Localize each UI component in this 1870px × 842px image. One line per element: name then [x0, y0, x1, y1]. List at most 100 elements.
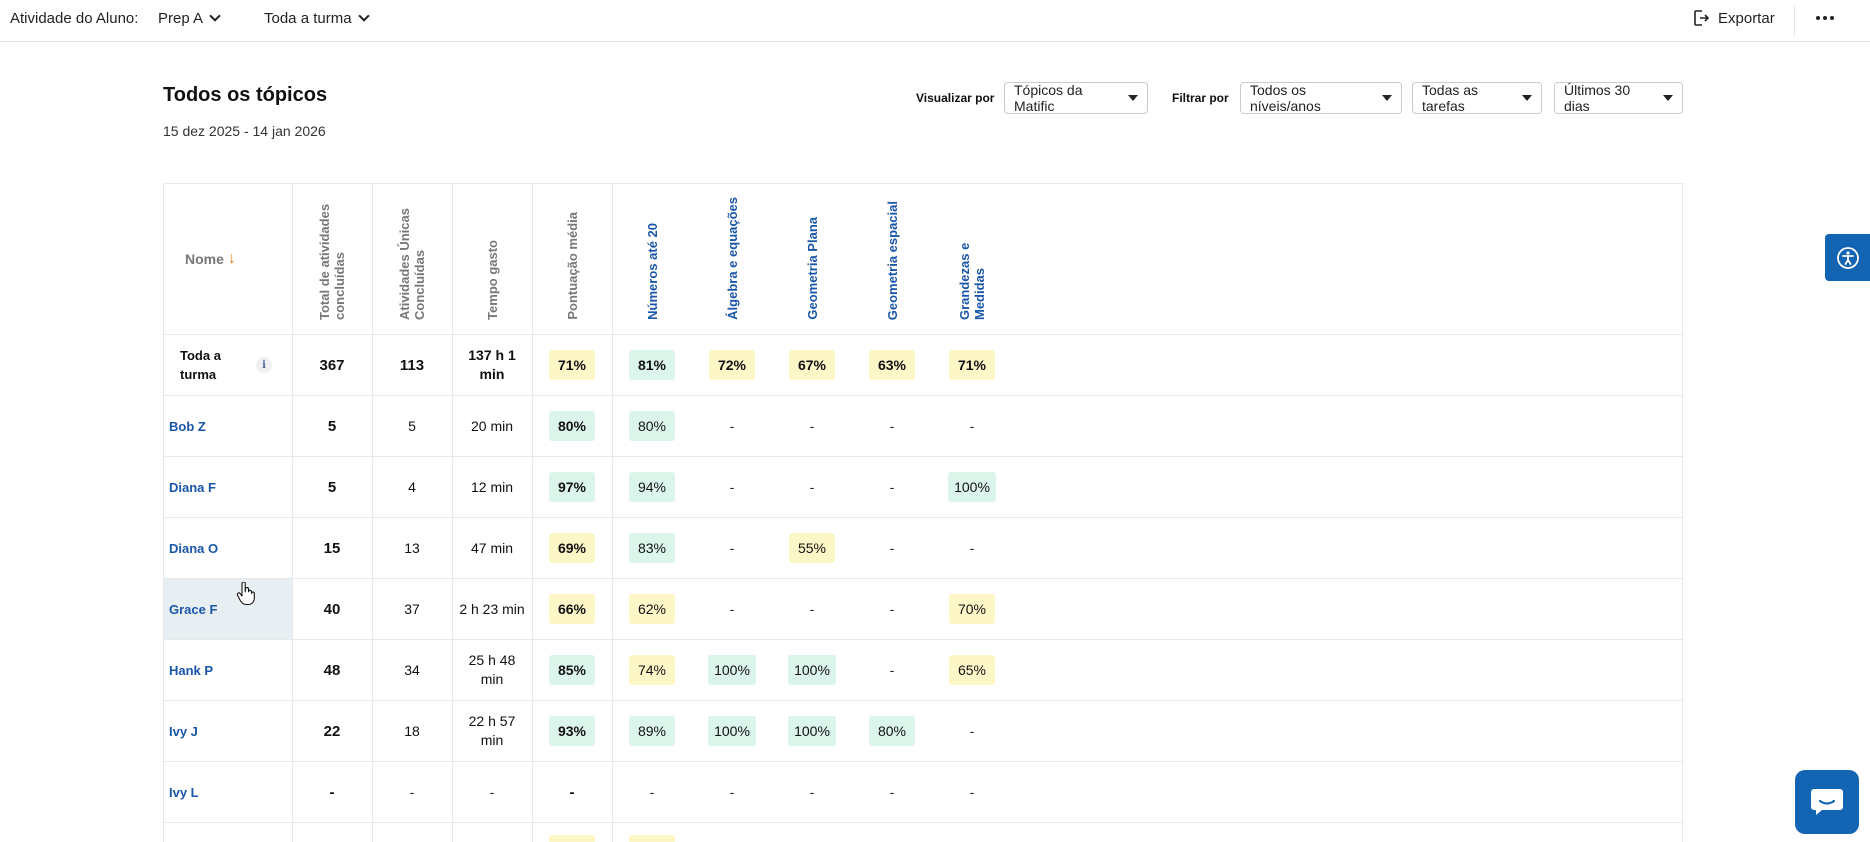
score-chip: 71% [549, 350, 595, 380]
empty-value: - [729, 784, 735, 800]
class-selector[interactable]: Prep A [158, 10, 221, 27]
total-value: 367 [319, 356, 345, 374]
export-button[interactable]: Exportar [1692, 9, 1775, 27]
topic-cell: 67% [772, 335, 852, 395]
student-name-link[interactable]: Ivy J [169, 723, 198, 739]
empty-value: - [729, 418, 735, 434]
topic-header-link[interactable]: Números até 20 [644, 223, 660, 320]
topic-cell: - [772, 457, 852, 517]
topic-header-link[interactable]: Geometria espacial [884, 200, 900, 320]
topic-cell: 100% [772, 701, 852, 761]
unique-value: 5 [408, 418, 416, 434]
sort-by-name-button[interactable]: Nome ↓ [169, 250, 236, 268]
avg-cell: 66% [532, 579, 612, 639]
total-value: 22 [323, 722, 341, 740]
topic-header-link[interactable]: Geometria Plana [804, 217, 820, 320]
accessibility-button[interactable] [1825, 234, 1870, 281]
chat-button[interactable] [1795, 770, 1859, 834]
empty-value: - [889, 662, 895, 678]
student-name-link[interactable]: Diana O [169, 540, 219, 556]
column-divider [452, 184, 453, 842]
score-chip: 100% [788, 716, 836, 746]
header-topic-measures[interactable]: Grandezas e Medidas [932, 184, 1012, 334]
student-name-cell: Hank P [164, 640, 292, 700]
date-range: 15 dez 2025 - 14 jan 2026 [163, 123, 326, 139]
table-header-row: Nome ↓ Total de atividades concluídas At… [164, 184, 1682, 335]
period-filter-select[interactable]: Últimos 30 dias [1554, 82, 1683, 114]
student-name-link[interactable]: Grace F [169, 601, 218, 617]
time-cell: 20 min [452, 396, 532, 456]
score-chip: 70% [949, 594, 995, 624]
caret-down-icon [1522, 95, 1532, 101]
view-by-select[interactable]: Tópicos da Matific [1004, 82, 1148, 114]
topic-cell: - [692, 518, 772, 578]
topic-cell: 100% [692, 640, 772, 700]
header-label: Total de atividades concluídas [317, 203, 347, 320]
dot [1830, 16, 1834, 20]
more-horizontal-icon [1816, 16, 1820, 20]
header-topic-plane-geometry[interactable]: Geometria Plana [772, 184, 852, 334]
topic-header-link[interactable]: Grandezas e Medidas [957, 242, 987, 320]
more-options-button[interactable] [1810, 6, 1840, 30]
unique-cell: 37 [372, 579, 452, 639]
topic-cell: - [772, 396, 852, 456]
empty-value: - [729, 540, 735, 556]
score-chip: 55% [789, 533, 835, 563]
class-summary-row: Toda a turma i 367 113 137 h 1 min 71% 8… [164, 335, 1682, 396]
app-label: Atividade do Aluno: [10, 10, 139, 27]
header-unique-activities[interactable]: Atividades Únicas Concluídas [372, 184, 452, 334]
topic-header-link[interactable]: Álgebra e equações [724, 197, 740, 320]
topic-cell: - [932, 396, 1012, 456]
topic-cell: - [852, 457, 932, 517]
view-by-value: Tópicos da Matific [1014, 82, 1083, 114]
header-time-spent[interactable]: Tempo gasto [452, 184, 532, 334]
class-name: Toda a turma [180, 348, 221, 382]
score-chip: 94% [629, 472, 675, 502]
time-value: 22 h 57 min [468, 713, 516, 748]
student-name-link[interactable]: Hank P [169, 662, 214, 678]
unique-cell: 4 [372, 457, 452, 517]
topic-cell: - [852, 762, 932, 822]
total-cell: 40 [292, 579, 372, 639]
score-chip: 81% [629, 350, 675, 380]
time-cell: 2 h 23 min [452, 579, 532, 639]
name-header-cell: Nome ↓ [164, 184, 292, 334]
student-name-cell: Diana F [164, 457, 292, 517]
topic-cell: - [772, 579, 852, 639]
student-name-link[interactable]: Diana F [169, 479, 216, 495]
score-chip: 83% [629, 533, 675, 563]
time-cell: - [452, 762, 532, 822]
caret-down-icon [1128, 95, 1138, 101]
header-average-score[interactable]: Pontuação média [532, 184, 612, 334]
header-topic-numbers-to-20[interactable]: Números até 20 [612, 184, 692, 334]
header-total-activities[interactable]: Total de atividades concluídas [292, 184, 372, 334]
topic-cell: 55% [772, 518, 852, 578]
info-icon[interactable]: i [256, 357, 272, 373]
student-name-link[interactable]: Ivy L [169, 784, 199, 800]
tasks-filter-select[interactable]: Todas as tarefas [1412, 82, 1542, 114]
empty-value: - [889, 479, 895, 495]
total-cell: 367 [292, 335, 372, 395]
total-value: - [329, 783, 335, 801]
topic-cell: - [612, 762, 692, 822]
topic-cell: - [932, 518, 1012, 578]
header-topic-spatial-geometry[interactable]: Geometria espacial [852, 184, 932, 334]
group-selector[interactable]: Toda a turma [264, 10, 370, 27]
topic-cell: 65% [932, 640, 1012, 700]
column-divider [372, 184, 373, 842]
export-icon [1694, 10, 1710, 26]
student-name-cell: Ivy L [164, 762, 292, 822]
levels-filter-select[interactable]: Todos os níveis/anos [1240, 82, 1402, 114]
score-chip: 65% [949, 655, 995, 685]
student-name-link[interactable]: Bob Z [169, 418, 206, 434]
unique-cell: 34 [372, 640, 452, 700]
empty-value: - [889, 540, 895, 556]
avg-cell: 93% [532, 701, 612, 761]
avg-cell: 97% [532, 457, 612, 517]
header-topic-algebra[interactable]: Álgebra e equações [692, 184, 772, 334]
unique-cell: 5 [372, 396, 452, 456]
empty-value: - [889, 418, 895, 434]
chat-icon [1811, 789, 1843, 815]
score-chip: 85% [549, 655, 595, 685]
topic-cell: 80% [852, 701, 932, 761]
